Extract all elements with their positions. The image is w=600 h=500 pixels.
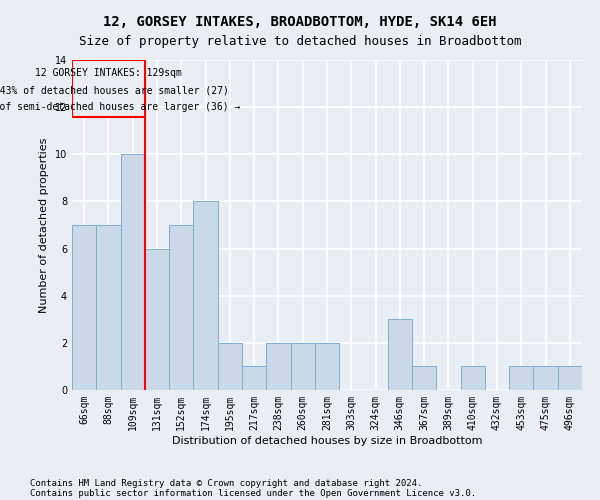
Bar [412, 366, 436, 390]
X-axis label: Distribution of detached houses by size in Broadbottom: Distribution of detached houses by size … [172, 436, 482, 446]
Bar [169, 225, 193, 390]
Bar [193, 202, 218, 390]
Bar [290, 343, 315, 390]
Bar [72, 225, 96, 390]
Text: 57% of semi-detached houses are larger (36) →: 57% of semi-detached houses are larger (… [0, 102, 241, 112]
Bar [72, 60, 145, 116]
Bar [145, 248, 169, 390]
Bar [509, 366, 533, 390]
Text: ← 43% of detached houses are smaller (27): ← 43% of detached houses are smaller (27… [0, 85, 229, 95]
Bar [266, 343, 290, 390]
Y-axis label: Number of detached properties: Number of detached properties [39, 138, 49, 312]
Text: Size of property relative to detached houses in Broadbottom: Size of property relative to detached ho… [79, 35, 521, 48]
Text: 12, GORSEY INTAKES, BROADBOTTOM, HYDE, SK14 6EH: 12, GORSEY INTAKES, BROADBOTTOM, HYDE, S… [103, 15, 497, 29]
Text: 12 GORSEY INTAKES: 129sqm: 12 GORSEY INTAKES: 129sqm [35, 68, 182, 78]
Text: Contains HM Land Registry data © Crown copyright and database right 2024.: Contains HM Land Registry data © Crown c… [30, 478, 422, 488]
Bar [96, 225, 121, 390]
Bar [533, 366, 558, 390]
Bar [315, 343, 339, 390]
Bar [218, 343, 242, 390]
Bar [121, 154, 145, 390]
Text: Contains public sector information licensed under the Open Government Licence v3: Contains public sector information licen… [30, 488, 476, 498]
Bar [558, 366, 582, 390]
Bar [461, 366, 485, 390]
Bar [388, 320, 412, 390]
Bar [242, 366, 266, 390]
